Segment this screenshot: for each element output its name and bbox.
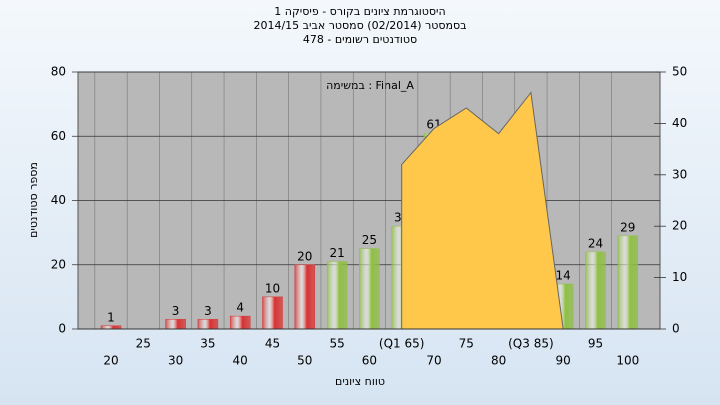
y2-tick-label: 30 xyxy=(672,167,687,181)
bar xyxy=(326,261,348,330)
annotation: במשימה : Final_A xyxy=(326,79,414,92)
x-tick-label: 80 xyxy=(491,354,506,368)
bar xyxy=(359,248,380,330)
y2-tick-label: 0 xyxy=(672,322,680,336)
data-label: 3 xyxy=(172,304,180,318)
data-label: 1 xyxy=(107,310,115,324)
y-tick-label: 60 xyxy=(51,129,66,143)
x-tick-label: 50 xyxy=(297,354,312,368)
title: היסטוגרמת ציונים בקורס - פיסיקה 1 xyxy=(274,5,445,18)
x-tick-label: 20 xyxy=(103,354,118,368)
x-tick-label: 90 xyxy=(556,354,571,368)
x-tick-label: 70 xyxy=(426,354,441,368)
y-tick-label: 80 xyxy=(51,65,66,79)
bar xyxy=(617,235,639,330)
x-tick-label: 95 xyxy=(588,337,603,351)
data-label: 21 xyxy=(329,246,344,260)
y2-tick-label: 40 xyxy=(672,116,687,130)
x-axis-label: טווח ציונים xyxy=(335,375,385,388)
x-tick-label: 55 xyxy=(329,337,344,351)
y2-tick-label: 20 xyxy=(672,219,687,233)
y-tick-label: 0 xyxy=(58,322,66,336)
y-tick-label: 20 xyxy=(51,257,66,271)
bar xyxy=(197,319,219,330)
bar xyxy=(585,251,606,330)
title: סטודנטים רשומים - 478 xyxy=(303,33,417,46)
bar xyxy=(262,296,283,330)
x-tick-label: 35 xyxy=(200,337,215,351)
x-tick-label: (Q1 65) xyxy=(379,337,425,351)
x-tick-label: 30 xyxy=(168,354,183,368)
data-label: 25 xyxy=(362,233,377,247)
bar xyxy=(165,319,186,330)
data-label: 4 xyxy=(236,301,244,315)
data-label: 24 xyxy=(588,236,603,250)
y-axis-label: מספר סטודנטים xyxy=(27,162,40,238)
y2-tick-label: 10 xyxy=(672,270,687,284)
bar xyxy=(294,264,316,330)
x-tick-label: (Q3 85) xyxy=(508,337,554,351)
data-label: 10 xyxy=(265,281,280,295)
data-label: 29 xyxy=(620,220,635,234)
data-label: 20 xyxy=(297,249,312,263)
y2-tick-label: 50 xyxy=(672,65,687,79)
x-tick-label: 75 xyxy=(459,337,474,351)
x-tick-label: 40 xyxy=(233,354,248,368)
x-tick-label: 60 xyxy=(362,354,377,368)
y-tick-label: 40 xyxy=(51,193,66,207)
bar xyxy=(229,315,251,330)
x-tick-label: 25 xyxy=(136,337,151,351)
x-tick-label: 45 xyxy=(265,337,280,351)
x-tick-label: 100 xyxy=(616,354,639,368)
data-label: 3 xyxy=(204,304,212,318)
title: בסמסטר (02/2014) סמסטר אביב 2014/15 xyxy=(253,19,466,32)
area xyxy=(401,91,564,330)
data-label: 14 xyxy=(556,269,571,283)
